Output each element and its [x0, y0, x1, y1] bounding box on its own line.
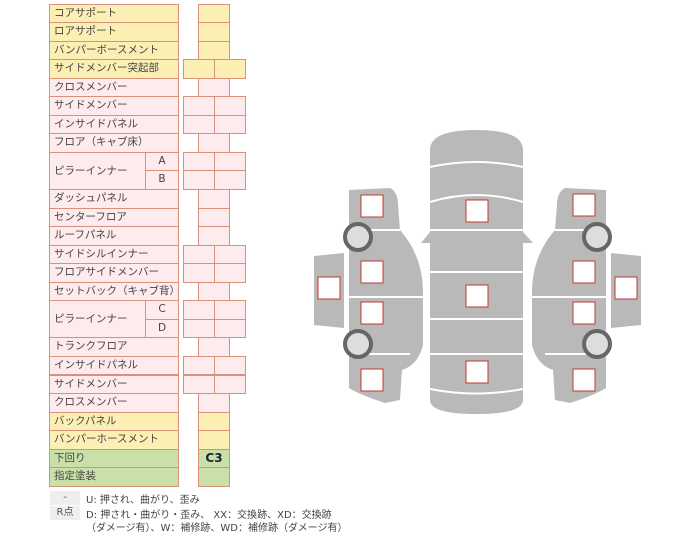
legend-rpoint-text: D: 押され・曲がり・歪み、 XX：交換跡、XD：交換跡: [86, 510, 332, 521]
row-label: サイドシルインナー: [49, 244, 179, 265]
rating-cell-left[interactable]: [183, 244, 215, 265]
marker-box: [360, 194, 384, 218]
rating-cell-left[interactable]: [183, 355, 215, 376]
rating-cell[interactable]: [198, 207, 230, 228]
legend-dash-text: U: 押され、曲がり、歪み: [86, 495, 200, 506]
row-label: サイドメンバー突起部: [49, 59, 179, 79]
row-label: トランクフロア: [49, 337, 179, 357]
marker-box: [572, 368, 596, 392]
rating-cell[interactable]: [198, 393, 230, 413]
marker-box: [465, 360, 489, 384]
row-label: インサイドパネル: [49, 355, 179, 376]
row-label: ルーフパネル: [49, 226, 179, 246]
row-label: ロアサポート: [49, 22, 179, 42]
car-right-side: [532, 188, 606, 403]
rating-cell[interactable]: [198, 133, 230, 153]
marker-box: [572, 193, 596, 217]
row-label: バックパネル: [49, 411, 179, 432]
rating-cell-left[interactable]: [183, 114, 215, 135]
rating-cell[interactable]: [198, 430, 230, 450]
rating-cell[interactable]: [198, 40, 230, 61]
rating-cell-right[interactable]: [214, 300, 246, 320]
rating-cell[interactable]: [198, 3, 230, 24]
rating-cell-left[interactable]: [183, 59, 215, 79]
rating-cell[interactable]: [198, 281, 230, 302]
row-label: バンパーホースメント: [49, 430, 179, 450]
marker-box: [360, 301, 384, 325]
rating-cell[interactable]: [198, 77, 230, 98]
rating-cell[interactable]: C3: [198, 448, 230, 469]
rating-cell-left[interactable]: [183, 263, 215, 283]
legend-dash-box: -: [50, 491, 80, 505]
row-label: クロスメンバー: [49, 393, 179, 413]
rating-cell[interactable]: [198, 467, 230, 487]
wheel-icon: [582, 222, 612, 252]
wheel-icon: [582, 329, 612, 359]
row-label: フロア（キャブ床）: [49, 133, 179, 153]
rating-cell-left[interactable]: [183, 151, 215, 172]
car-top-view: [421, 130, 533, 414]
rating-cell-right[interactable]: [214, 355, 246, 376]
rating-cell-left[interactable]: [183, 170, 215, 190]
wheel-icon: [343, 329, 373, 359]
marker-box: [317, 276, 341, 300]
row-label: サイドメンバー: [49, 96, 179, 116]
row-label: ダッシュパネル: [49, 189, 179, 209]
row-label: インサイドパネル: [49, 114, 179, 135]
car-left-panel: [314, 253, 344, 328]
rating-cell-right[interactable]: [214, 96, 246, 116]
rating-cell-left[interactable]: [183, 96, 215, 116]
row-sublabel: A: [145, 151, 179, 172]
rating-cell[interactable]: [198, 337, 230, 357]
row-label: ピラーインナー: [49, 151, 146, 190]
rating-cell-left[interactable]: [183, 374, 215, 395]
rating-cell-right[interactable]: [214, 263, 246, 283]
rating-cell-right[interactable]: [214, 374, 246, 395]
marker-box: [572, 260, 596, 284]
row-label: サイドメンバー: [49, 374, 179, 395]
rating-cell-right[interactable]: [214, 170, 246, 190]
rating-cell[interactable]: [198, 189, 230, 209]
rating-cell[interactable]: [198, 22, 230, 42]
rating-cell-right[interactable]: [214, 114, 246, 135]
marker-box: [360, 368, 384, 392]
row-label: センターフロア: [49, 207, 179, 228]
rating-cell-right[interactable]: [214, 59, 246, 79]
marker-box: [465, 199, 489, 223]
rating-cell-right[interactable]: [214, 151, 246, 172]
rating-cell-left[interactable]: [183, 318, 215, 339]
row-label: セットバック（キャブ背）: [49, 281, 180, 302]
rating-cell[interactable]: [198, 411, 230, 432]
row-label: 指定塗装: [49, 467, 179, 487]
row-label: 下回り: [49, 448, 179, 469]
legend-rpoint-text2: （ダメージ有）、W：補修跡、WD：補修跡（ダメージ有）: [86, 523, 348, 534]
legend-rpoint-box: R点: [50, 506, 80, 520]
rating-cell-right[interactable]: [214, 244, 246, 265]
row-label: ピラーインナー: [49, 300, 146, 339]
rating-cell-right[interactable]: [214, 318, 246, 339]
row-sublabel: B: [145, 170, 179, 190]
row-sublabel: C: [145, 300, 179, 320]
rating-cell[interactable]: [198, 226, 230, 246]
car-left-side: [349, 188, 423, 403]
row-label: バンパーボースメント: [49, 40, 179, 61]
marker-box: [465, 284, 489, 308]
row-label: フロアサイドメンバー: [49, 263, 179, 283]
marker-box: [572, 301, 596, 325]
wheel-icon: [343, 222, 373, 252]
row-label: コアサポート: [49, 3, 179, 24]
marker-box: [614, 276, 638, 300]
row-sublabel: D: [145, 318, 179, 339]
marker-box: [360, 260, 384, 284]
car-right-panel: [611, 253, 641, 328]
row-label: クロスメンバー: [49, 77, 179, 98]
rating-cell-left[interactable]: [183, 300, 215, 320]
